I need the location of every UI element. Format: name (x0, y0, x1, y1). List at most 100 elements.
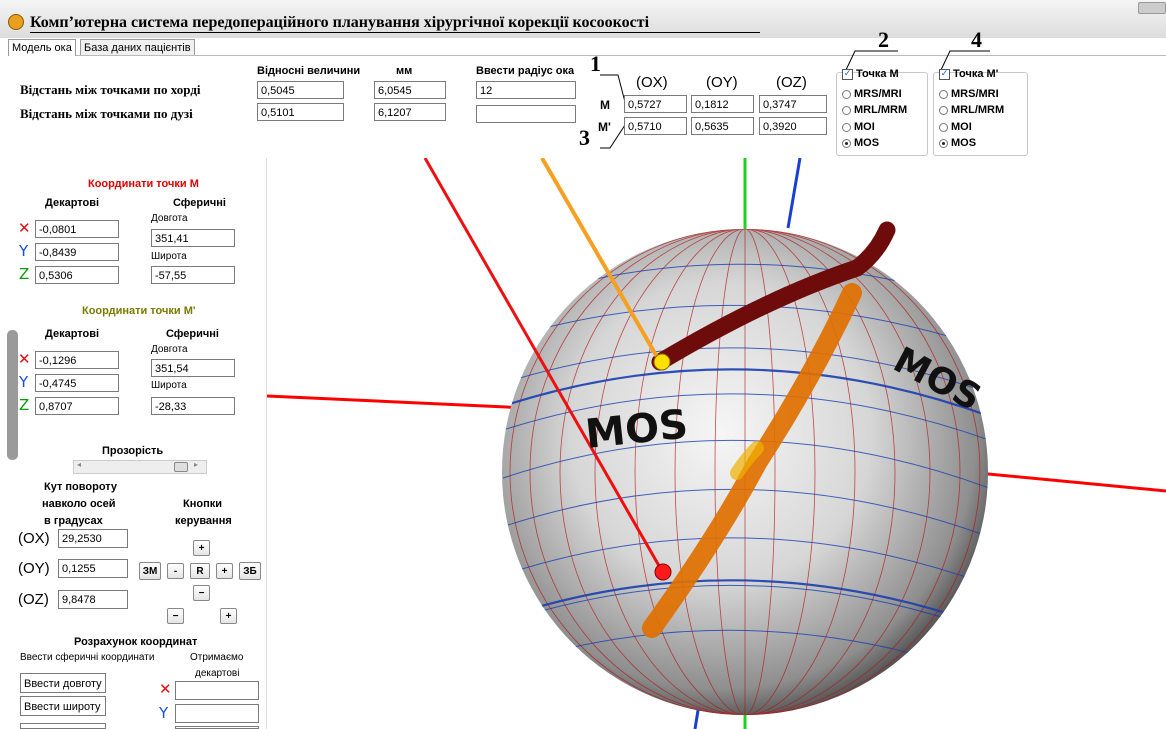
m2-cartesian-label: Декартові (45, 328, 100, 340)
m-longitude-label: Довгота (151, 213, 188, 224)
m2-y-field[interactable]: -0,4745 (35, 374, 119, 392)
radio-m2-mrs[interactable] (939, 90, 948, 99)
eye-model-canvas[interactable]: MOS MOS (267, 158, 1166, 729)
tab-patient-database[interactable]: База даних пацієнтів (80, 39, 195, 56)
y-axis-top (786, 158, 802, 229)
radius-header: Ввести радіус ока (476, 65, 575, 77)
row-m-label: M (600, 98, 610, 112)
radio-m2-moi-label: MOI (951, 121, 972, 133)
radio-m2-mrl[interactable] (939, 106, 948, 115)
arc-distance-label: Відстань між точками по дузі (20, 106, 193, 121)
m-oy-field[interactable]: 0,1812 (691, 95, 754, 113)
enter-latitude-button[interactable]: Ввести широту (20, 696, 106, 716)
m2-oz-field[interactable]: 0,3920 (759, 117, 827, 135)
roll-right-button[interactable]: + (220, 608, 237, 624)
m-oz-field[interactable]: 0,3747 (759, 95, 827, 113)
transparency-thumb[interactable] (174, 462, 188, 472)
title-underline (30, 32, 760, 33)
3d-viewport[interactable]: MOS MOS (267, 158, 1166, 729)
m-ox-field[interactable]: 0,5727 (624, 95, 687, 113)
radio-m-mos-label: MOS (854, 137, 880, 149)
roll-left-button[interactable]: − (167, 608, 184, 624)
radio-m2-mrs-label: MRS/MRI (951, 88, 999, 100)
m2-latitude-field[interactable]: -28,33 (151, 397, 235, 415)
result-x-field[interactable] (175, 681, 259, 700)
point-m-leader (540, 158, 662, 364)
zoom-out-button[interactable]: ЗМ (139, 562, 161, 580)
point-m2-coords-title: Координати точки M' (82, 305, 196, 317)
ox-rotation-field[interactable]: 29,2530 (58, 529, 128, 548)
tab-eye-model[interactable]: Модель ока (8, 39, 76, 56)
radio-m-moi[interactable] (842, 123, 851, 132)
panel-collapse-handle[interactable] (7, 330, 18, 460)
rotate-down-button[interactable]: − (193, 585, 210, 601)
x-axis-icon: ✕ (18, 350, 31, 368)
radio-m-mrs-label: MRS/MRI (854, 88, 902, 100)
radio-m2-mos-label: MOS (951, 137, 977, 149)
enter-longitude-button[interactable]: Ввести довготу (20, 673, 106, 693)
radius-input[interactable]: 12 (476, 81, 576, 99)
oz-rotation-field[interactable]: 9,8478 (58, 590, 128, 609)
minimize-button[interactable] (1138, 2, 1166, 14)
extra-input-field[interactable] (20, 723, 106, 729)
x-axis-icon: ✕ (18, 219, 31, 237)
arc-mm-field[interactable]: 6,1207 (374, 103, 446, 121)
rotate-right-button[interactable]: + (216, 563, 233, 579)
mos-label-left: MOS (583, 401, 690, 457)
m-latitude-field[interactable]: -57,55 (151, 266, 235, 284)
muscle-path-orange (642, 283, 862, 638)
result-y-field[interactable] (175, 704, 259, 723)
scroll-left-icon[interactable]: ◂ (77, 460, 82, 469)
radio-m-mos[interactable] (842, 139, 851, 148)
reset-button[interactable]: R (190, 563, 210, 579)
mm-header: мм (396, 65, 413, 77)
buttons-label-1: Кнопки (183, 498, 222, 510)
m2-oy-field[interactable]: 0,5635 (691, 117, 754, 135)
transparency-slider[interactable]: ◂ ▸ (73, 460, 207, 474)
m-y-field[interactable]: -0,8439 (35, 243, 119, 261)
m2-longitude-field[interactable]: 351,54 (151, 359, 235, 377)
point-m-checkbox[interactable]: ✓ (842, 69, 853, 80)
radius-second-field[interactable] (476, 105, 576, 123)
zoom-in-button[interactable]: ЗБ (239, 562, 261, 580)
y-axis-icon: Y (159, 704, 169, 722)
z-axis-icon: Z (19, 396, 30, 414)
radio-m-mrs[interactable] (842, 90, 851, 99)
m2-x-field[interactable]: -0,1296 (35, 351, 119, 369)
m-x-field[interactable]: -0,0801 (35, 220, 119, 238)
m-longitude-field[interactable]: 351,41 (151, 229, 235, 247)
point-m-coords-title: Координати точки M (88, 178, 199, 190)
radio-m-mrl[interactable] (842, 106, 851, 115)
muscle-path-dark (651, 221, 896, 371)
point-m2-marker[interactable] (654, 563, 672, 581)
arc-relative-field[interactable]: 0,5101 (257, 103, 344, 121)
rotate-up-button[interactable]: + (193, 540, 210, 556)
x-axis-left (267, 394, 528, 410)
m-z-field[interactable]: 0,5306 (35, 266, 119, 284)
m2-spherical-label: Сферичні (166, 328, 219, 340)
point-m-marker[interactable] (653, 353, 671, 371)
title-bar (0, 0, 1166, 38)
calc-enter-label: Ввести сферичні координати (20, 652, 155, 663)
radio-m2-mos[interactable] (939, 139, 948, 148)
oy-rotation-field[interactable]: 0,1255 (58, 559, 128, 578)
ox-rotation-label: (OX) (18, 530, 50, 547)
calc-get-label-2: декартові (195, 668, 240, 679)
rotation-label-2: навколо осей (42, 498, 116, 510)
chord-relative-field[interactable]: 0,5045 (257, 81, 344, 99)
oy-rotation-label: (OY) (18, 560, 50, 577)
chord-mm-field[interactable]: 6,0545 (374, 81, 446, 99)
m2-z-field[interactable]: 0,8707 (35, 397, 119, 415)
radio-m-moi-label: MOI (854, 121, 875, 133)
ox-header: (OX) (636, 74, 668, 91)
scroll-right-icon[interactable]: ▸ (194, 460, 199, 469)
calc-get-label-1: Отримаємо (190, 652, 244, 663)
oy-header: (OY) (706, 74, 738, 91)
y-axis-icon: Y (19, 242, 29, 260)
point-m2-checkbox[interactable]: ✓ (939, 69, 950, 80)
rotate-left-button[interactable]: - (167, 563, 184, 579)
point-m-title: Точка M (856, 68, 899, 80)
radio-m2-moi[interactable] (939, 123, 948, 132)
marker-leader-lines (600, 50, 990, 149)
m2-ox-field[interactable]: 0,5710 (624, 117, 687, 135)
